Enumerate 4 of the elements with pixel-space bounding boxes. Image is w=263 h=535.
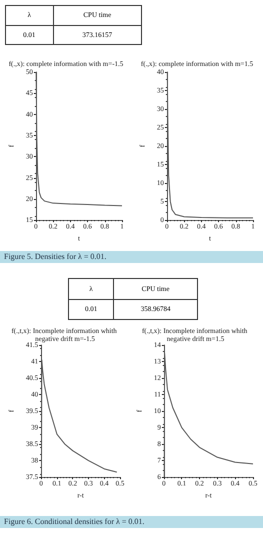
- line-series: [36, 72, 122, 206]
- line-series: [40, 359, 118, 478]
- caption: Figure 6. Conditional densities for λ = 0.01.: [0, 516, 263, 528]
- caption: Figure 5. Densities for λ = 0.01.: [0, 251, 263, 263]
